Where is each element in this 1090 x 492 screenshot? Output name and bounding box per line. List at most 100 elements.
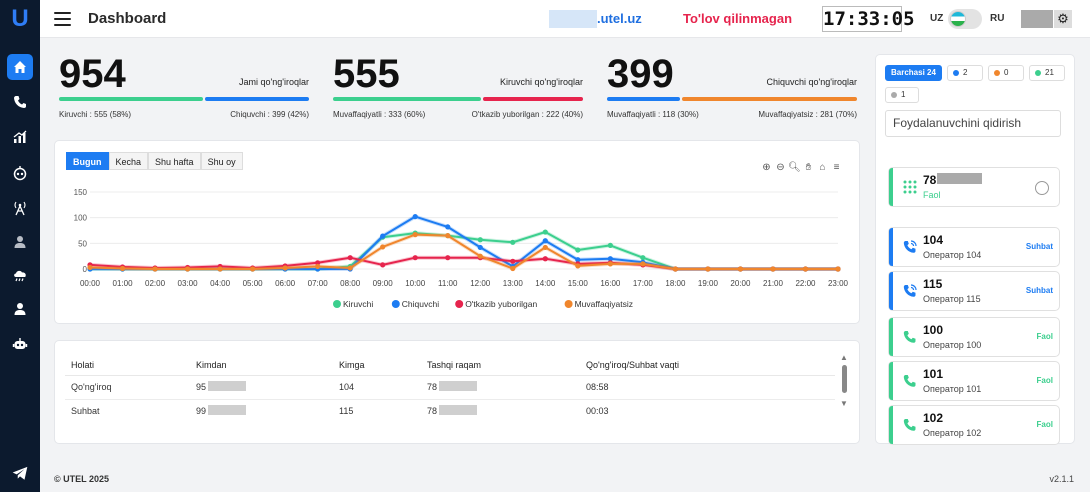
brand-logo[interactable]: U: [11, 5, 29, 32]
y-tick-label: 50: [78, 239, 87, 248]
stat-bar-left: [607, 97, 680, 101]
operator-card[interactable]: 101 Оператор 101 Faol: [888, 361, 1060, 401]
operator-card[interactable]: 104 Оператор 104 Suhbat: [888, 227, 1060, 267]
x-tick-label: 17:00: [633, 279, 654, 288]
cell-external: 78: [427, 406, 438, 416]
domain-label[interactable]: .utel.uz: [597, 11, 642, 26]
col-status[interactable]: Holati: [71, 360, 95, 370]
user-icon[interactable]: [7, 296, 33, 322]
x-tick-label: 13:00: [503, 279, 524, 288]
robot-icon[interactable]: [7, 160, 33, 186]
data-point: [510, 239, 516, 245]
home-icon[interactable]: [7, 54, 33, 80]
filter-green[interactable]: 21: [1029, 65, 1065, 81]
filter-orange[interactable]: 0: [988, 65, 1024, 81]
x-tick-label: 20:00: [730, 279, 751, 288]
pan-icon[interactable]: ✋︎: [805, 162, 812, 173]
phone-active-icon: [903, 240, 917, 253]
tab-week[interactable]: Shu hafta: [148, 152, 201, 170]
tab-today[interactable]: Bugun: [66, 152, 109, 170]
operator-card[interactable]: 100 Оператор 100 Faol: [888, 317, 1060, 357]
operator-number: 78: [923, 173, 937, 187]
filter-gray[interactable]: 1: [885, 87, 919, 103]
stat-incoming: 555 Kiruvchi qo'ng'iroqlar Muvaffaqiyatl…: [333, 46, 583, 128]
bot-icon[interactable]: [7, 331, 33, 357]
cell-to: 104: [339, 382, 355, 392]
data-point: [217, 266, 223, 272]
antenna-icon[interactable]: [7, 195, 33, 221]
cell-from: 95: [196, 382, 207, 392]
zoom-out-icon[interactable]: ⊖: [776, 162, 785, 173]
cell-time: 00:03: [586, 406, 609, 416]
y-tick-label: 150: [74, 188, 88, 197]
operator-status: Faol: [923, 190, 941, 200]
tab-month[interactable]: Shu oy: [200, 152, 243, 170]
status-dot: [953, 70, 959, 76]
legend-marker: [391, 300, 400, 308]
x-tick-label: 11:00: [438, 279, 458, 288]
header-divider: [65, 375, 835, 376]
user-redaction[interactable]: [1021, 10, 1053, 28]
menu-icon[interactable]: [54, 12, 71, 26]
scroll-down-icon[interactable]: ▼: [840, 399, 848, 408]
gear-icon[interactable]: ⚙: [1054, 10, 1072, 28]
stat-title: Chiquvchi qo'ng'iroqlar: [766, 77, 858, 87]
data-point: [510, 265, 516, 272]
col-time[interactable]: Qo'ng'iroq/Suhbat vaqti: [586, 360, 679, 370]
operator-search-input[interactable]: Foydalanuvchini qidirish: [885, 110, 1061, 137]
ext-redaction: [439, 405, 477, 415]
scrollbar[interactable]: [842, 365, 847, 393]
stat-left-label: Muvaffaqiyatli : 333 (60%): [333, 110, 426, 119]
user-icon[interactable]: [7, 229, 33, 255]
col-from[interactable]: Kimdan: [196, 360, 227, 370]
status-stripe: [889, 168, 893, 206]
col-external[interactable]: Tashqi raqam: [427, 360, 482, 370]
phone-icon: [903, 331, 916, 343]
operator-state: Suhbat: [1025, 286, 1053, 295]
telegram-icon[interactable]: [7, 460, 33, 486]
series-glow: [90, 214, 838, 271]
zoom-select-icon[interactable]: 🔍︎: [788, 162, 801, 173]
data-point: [575, 247, 581, 253]
data-point: [672, 266, 678, 272]
tab-yesterday[interactable]: Kecha: [108, 152, 149, 170]
x-tick-label: 16:00: [600, 279, 621, 288]
status-dot: [994, 70, 1000, 76]
operator-card[interactable]: 78 Faol: [888, 167, 1060, 207]
operator-card[interactable]: 102 Оператор 102 Faol: [888, 405, 1060, 445]
data-point: [542, 256, 548, 262]
legend-label: Chiquvchi: [402, 299, 439, 309]
cell-status: Qo'ng'iroq: [71, 382, 112, 392]
reset-home-icon[interactable]: ⌂: [819, 162, 826, 173]
x-tick-label: 06:00: [275, 279, 296, 288]
chart-toolbar: ⊕ ⊖ 🔍︎ ✋︎ ⌂ ≡: [761, 162, 842, 173]
status-stripe: [889, 228, 893, 266]
x-tick-label: 10:00: [405, 279, 426, 288]
data-point: [315, 263, 321, 270]
operator-card[interactable]: 115 Оператор 115 Suhbat: [888, 271, 1060, 311]
data-point: [607, 261, 613, 267]
data-point: [152, 266, 158, 272]
operator-state: Suhbat: [1025, 242, 1053, 251]
status-stripe: [889, 406, 893, 444]
data-point: [542, 238, 548, 244]
operator-name: Оператор 100: [923, 340, 982, 350]
filter-blue[interactable]: 2: [947, 65, 983, 81]
data-point: [607, 242, 613, 248]
status-stripe: [889, 362, 893, 400]
data-point: [87, 264, 93, 271]
cloud-icon[interactable]: [7, 262, 33, 288]
col-to[interactable]: Kimga: [339, 360, 365, 370]
data-point: [835, 266, 841, 272]
stat-bar-left: [333, 97, 481, 101]
series-line: [90, 215, 838, 270]
filter-all[interactable]: Barchasi 24: [885, 65, 942, 81]
scroll-up-icon[interactable]: ▲: [840, 353, 848, 362]
operator-select-radio[interactable]: [1035, 181, 1049, 195]
chart-menu-icon[interactable]: ≡: [833, 162, 840, 173]
chart-icon[interactable]: [7, 124, 33, 150]
language-toggle[interactable]: [948, 9, 982, 29]
data-point: [119, 265, 126, 272]
phone-icon[interactable]: [7, 89, 33, 115]
zoom-in-icon[interactable]: ⊕: [762, 162, 771, 173]
